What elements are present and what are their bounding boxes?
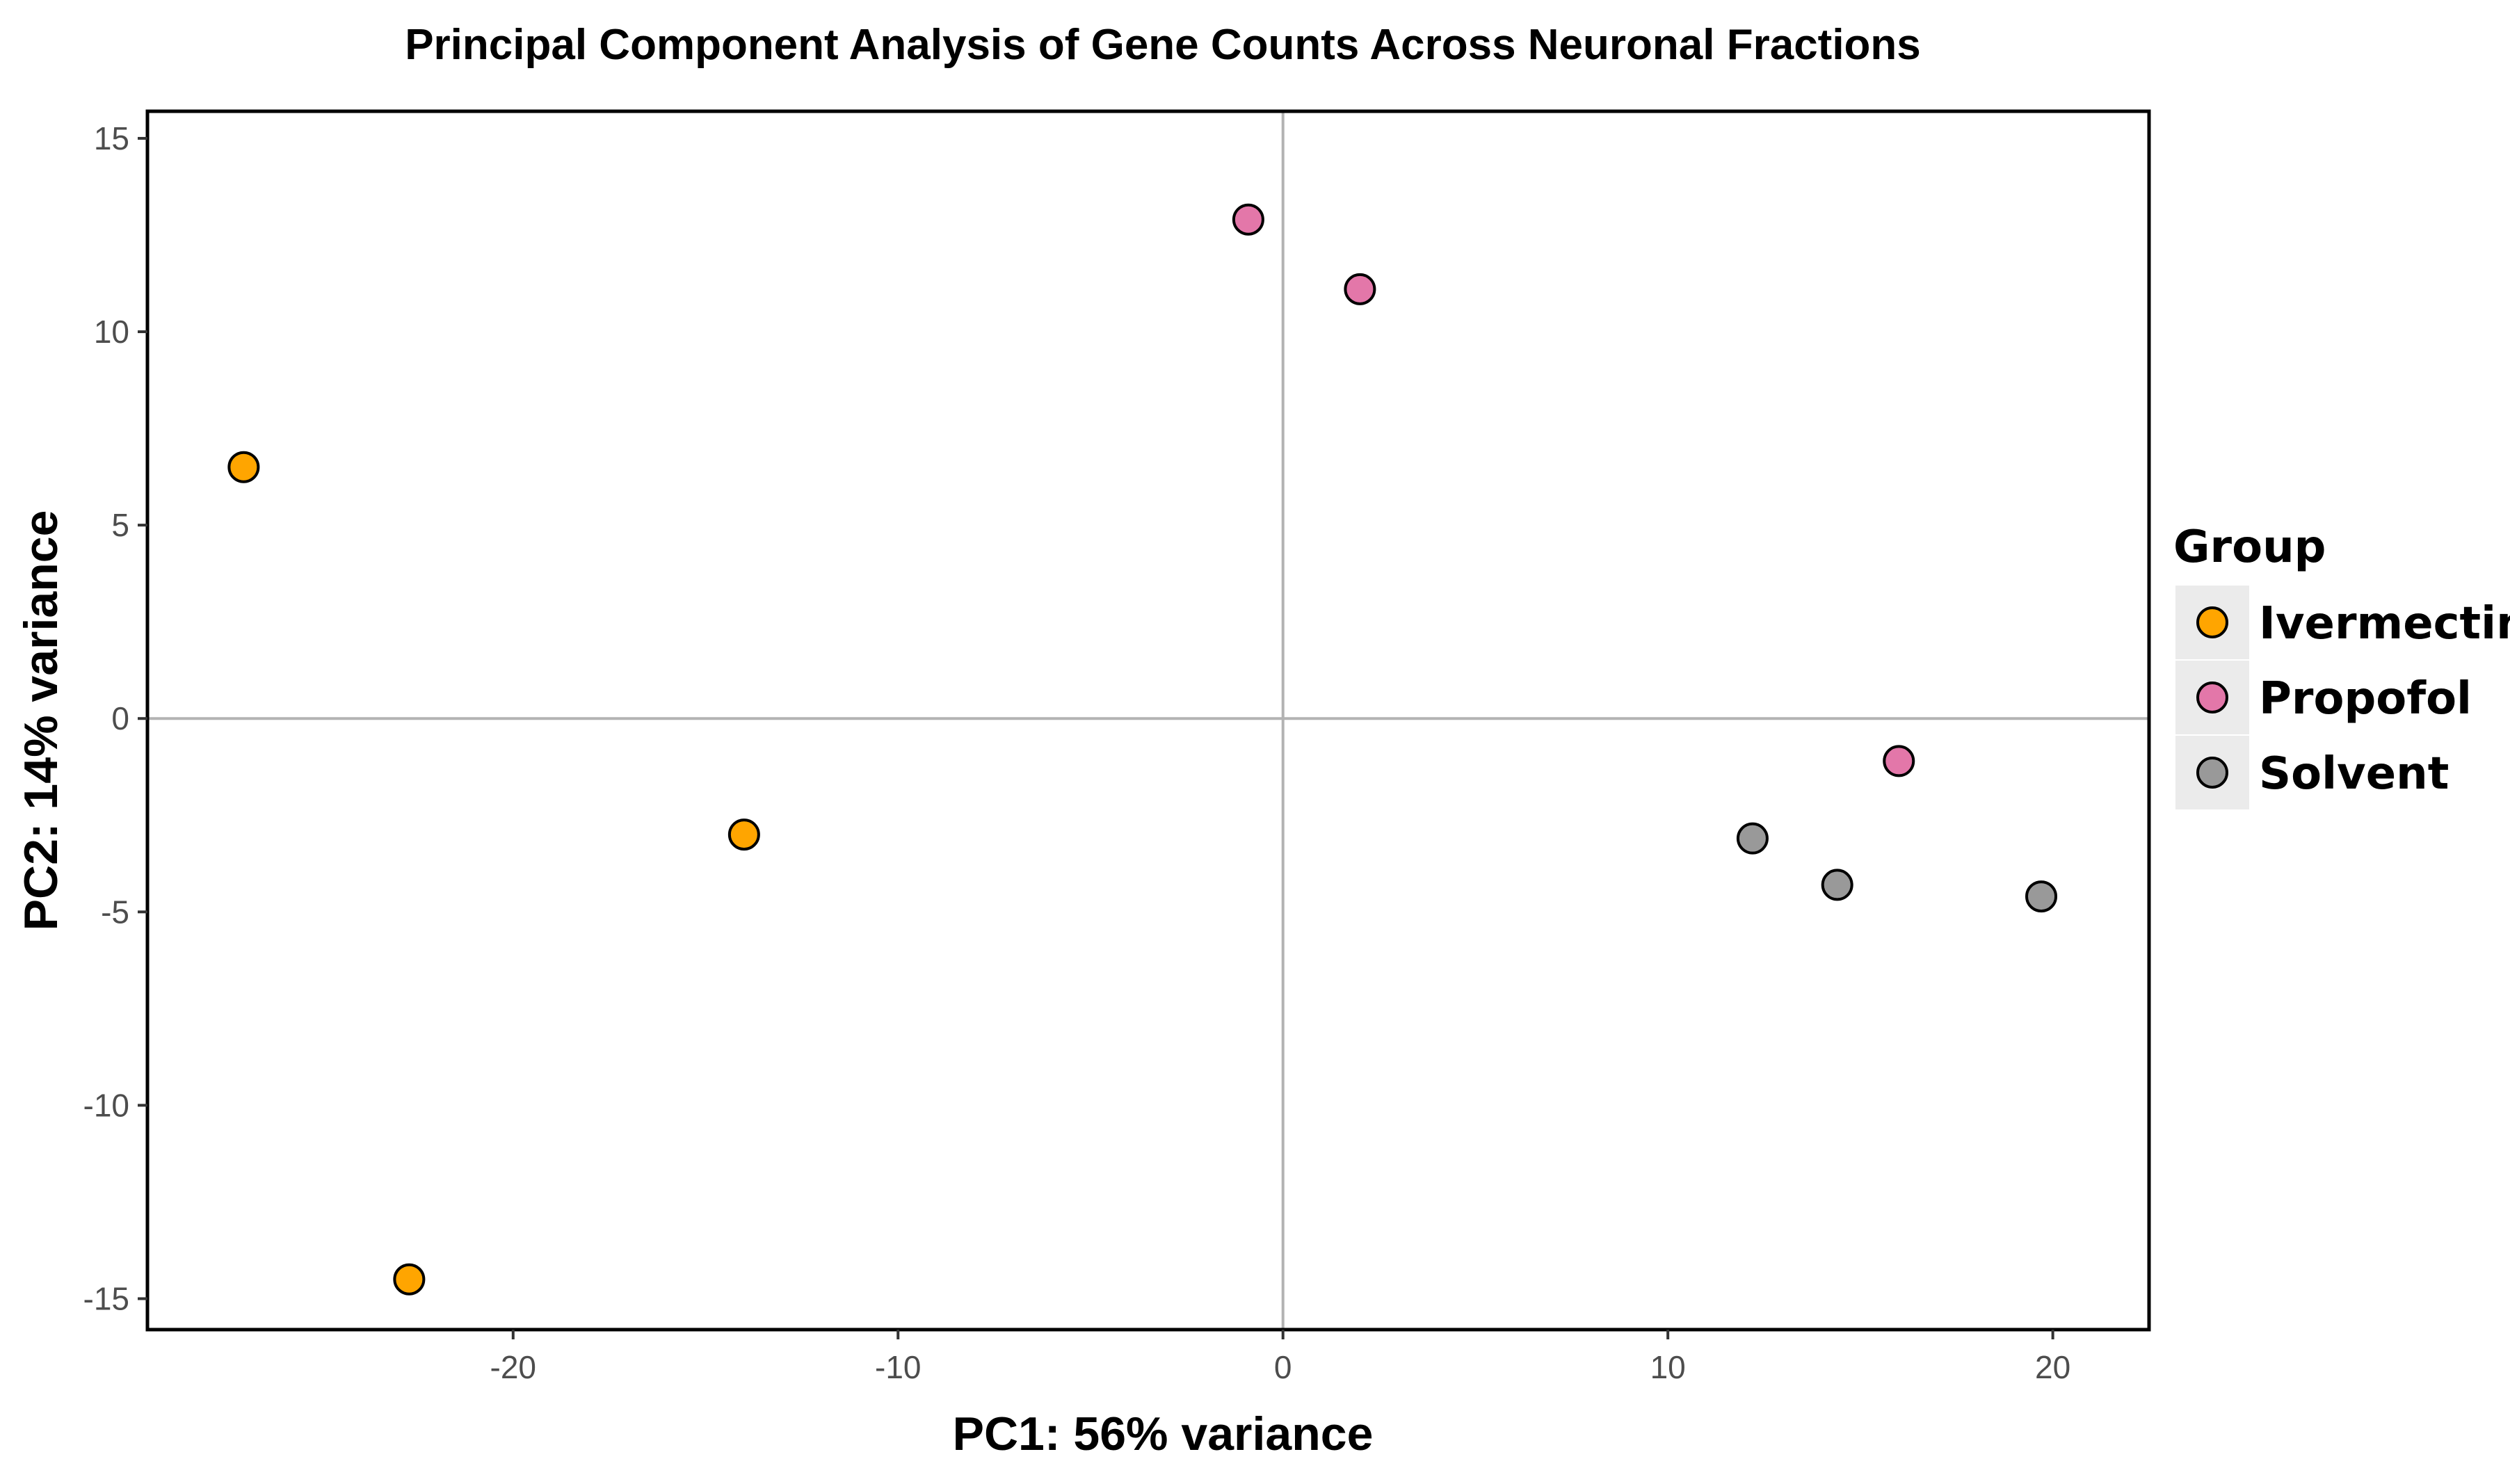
solvent-point (1736, 822, 1769, 855)
y-axis: 15 10 5 0 -5 -10 -15 (83, 120, 147, 1317)
plot-border (145, 109, 2151, 1332)
x-axis: -20 -10 0 10 20 (490, 1330, 2070, 1385)
y-tick-label: -15 (83, 1281, 129, 1317)
y-tick-label: 5 (111, 507, 129, 543)
x-tick-label: 10 (1650, 1349, 1686, 1385)
propofol-point (1883, 745, 1915, 777)
y-tick-label: 0 (111, 700, 129, 736)
ivermectin-point (227, 451, 260, 483)
legend-entries: Ivermectin Propofol Solvent (2175, 586, 2510, 809)
reference-lines (147, 111, 2149, 1330)
x-tick-label: -20 (490, 1349, 536, 1385)
legend-marker-solvent (2196, 757, 2228, 789)
y-tick-label: 10 (94, 314, 129, 350)
plot-panel (147, 111, 2149, 1330)
propofol-point (1232, 203, 1264, 236)
ivermectin-point (727, 818, 760, 851)
ivermectin-point (393, 1263, 426, 1296)
solvent-point (2025, 880, 2058, 913)
x-axis-title: PC1: 56% variance (953, 1408, 1374, 1460)
x-tick-label: 0 (1274, 1349, 1292, 1385)
y-tick-label: -5 (101, 894, 129, 930)
y-tick-label: 15 (94, 120, 129, 156)
legend-marker-ivermectin (2196, 606, 2228, 638)
legend-title: Group (2173, 522, 2326, 573)
data-points (227, 203, 2058, 1296)
solvent-point (1821, 869, 1853, 901)
legend-marker-propofol (2196, 681, 2228, 713)
x-tick-label: -10 (875, 1349, 921, 1385)
legend: Group Ivermectin Propofol Solvent (2173, 522, 2510, 809)
x-tick-label: 20 (2035, 1349, 2070, 1385)
legend-label-propofol: Propofol (2259, 673, 2472, 725)
plot-area (145, 109, 2151, 1332)
chart-title: Principal Component Analysis of Gene Cou… (405, 21, 1921, 69)
y-axis-title: PC2: 14% variance (15, 510, 67, 931)
y-tick-label: -10 (83, 1087, 129, 1123)
legend-label-solvent: Solvent (2259, 748, 2449, 800)
legend-label-ivermectin: Ivermectin (2259, 598, 2510, 650)
propofol-point (1344, 273, 1376, 305)
